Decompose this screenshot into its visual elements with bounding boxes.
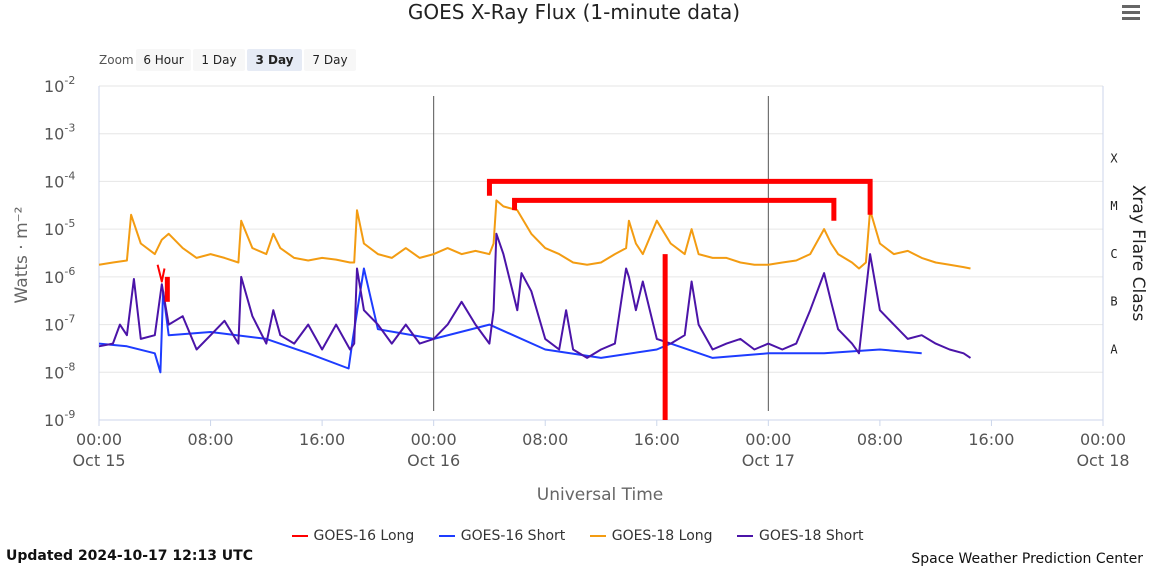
credit-text: Space Weather Prediction Center [911, 551, 1143, 567]
flare-class-label: C [1110, 247, 1117, 261]
x-tick-label: 16:00 [634, 430, 680, 449]
y-tick-label: 10-7 [44, 313, 75, 335]
x-tick-label: 00:00 [411, 430, 457, 449]
flare-annotation-marker [512, 197, 837, 221]
x-tick-label: 08:00 [522, 430, 568, 449]
y-tick-label: 10-4 [44, 169, 75, 191]
legend-goes16-short[interactable]: GOES-16 Short [438, 528, 565, 544]
x-tick-label: 00:00 [76, 430, 122, 449]
flare-class-label: X [1110, 151, 1118, 165]
x-tick-label: 00:00 [1080, 430, 1126, 449]
x-axis-title: Universal Time [537, 485, 663, 505]
zoom-6-hour-button[interactable]: 6 Hour [136, 49, 191, 71]
zoom-label: Zoom [99, 53, 134, 67]
legend-goes18-long[interactable]: GOES-18 Long [589, 528, 713, 544]
y-tick-label: 10-5 [44, 217, 75, 239]
x-tick-date-label: Oct 18 [1076, 451, 1129, 470]
zoom-7-day-button[interactable]: 7 Day [304, 49, 356, 71]
x-tick-label: 00:00 [745, 430, 791, 449]
zoom-3-day-button[interactable]: 3 Day [247, 49, 302, 71]
x-tick-label: 08:00 [857, 430, 903, 449]
legend-goes16-long[interactable]: GOES-16 Long [291, 528, 414, 544]
legend: GOES-16 Long GOES-16 Short GOES-18 Long … [0, 528, 1155, 544]
series-line-goes-18-long [98, 199, 971, 270]
y-tick-label: 10-2 [44, 74, 75, 96]
legend-goes18-short[interactable]: GOES-18 Short [736, 528, 863, 544]
flare-class-label: B [1110, 295, 1117, 309]
flare-class-label: A [1110, 342, 1118, 356]
y-axis-title: Watts · m⁻² [12, 207, 32, 304]
series-line-goes-16-long [156, 264, 166, 283]
x-tick-label: 16:00 [299, 430, 345, 449]
chart-title: GOES X-Ray Flux (1-minute data) [408, 0, 740, 24]
menu-icon[interactable] [1122, 5, 1140, 21]
x-tick-date-label: Oct 16 [407, 451, 460, 470]
series-line-goes-18-short [98, 232, 972, 359]
x-tick-date-label: Oct 17 [742, 451, 795, 470]
y-tick-label: 10-9 [44, 408, 75, 430]
flare-annotation-marker [486, 178, 873, 215]
series-line-goes-16-short [98, 267, 922, 374]
y2-axis-title: Xray Flare Class [1128, 185, 1148, 322]
updated-timestamp: Updated 2024-10-17 12:13 UTC [6, 548, 253, 564]
y-tick-label: 10-8 [44, 360, 75, 382]
y-tick-label: 10-6 [44, 265, 75, 287]
zoom-1-day-button[interactable]: 1 Day [193, 49, 245, 71]
x-tick-date-label: Oct 15 [72, 451, 125, 470]
flare-class-label: M [1110, 199, 1117, 213]
y-tick-label: 10-3 [44, 122, 75, 144]
x-tick-label: 16:00 [968, 430, 1014, 449]
x-tick-label: 08:00 [188, 430, 234, 449]
